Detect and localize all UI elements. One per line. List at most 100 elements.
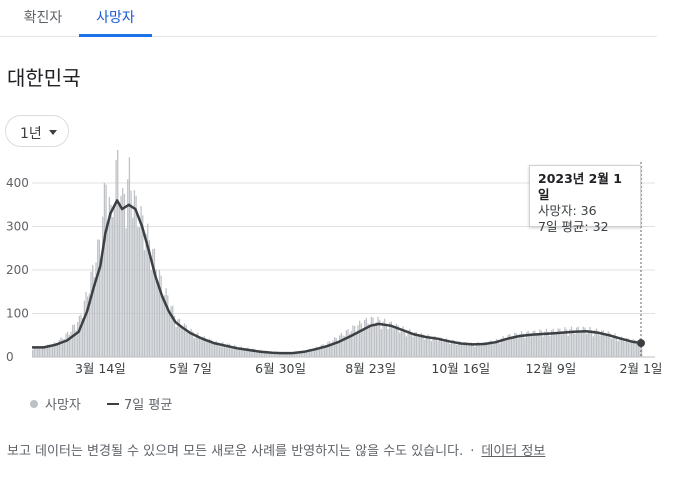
death-bar bbox=[238, 347, 241, 357]
death-bar bbox=[72, 324, 74, 357]
death-bar bbox=[434, 335, 436, 357]
death-bar bbox=[293, 353, 296, 357]
death-bar bbox=[265, 350, 267, 357]
deaths-chart[interactable]: 0 100 200 300 400 3월 14일 5월 7일 6월 30일 8월 23일 10월… bbox=[0, 150, 685, 385]
death-bar bbox=[559, 328, 561, 357]
death-bar bbox=[103, 182, 106, 357]
y-axis-labels: 0 100 200 300 400 bbox=[6, 176, 29, 364]
death-bar bbox=[457, 341, 459, 357]
death-bar bbox=[624, 341, 626, 357]
death-bar bbox=[487, 343, 489, 357]
death-bar bbox=[178, 318, 181, 357]
death-bar bbox=[247, 347, 249, 357]
death-bar bbox=[73, 324, 75, 357]
death-bar bbox=[435, 339, 438, 357]
death-bar bbox=[334, 337, 336, 357]
death-bar bbox=[462, 344, 464, 357]
death-bar bbox=[175, 326, 177, 357]
death-bar bbox=[78, 315, 80, 357]
death-bar bbox=[395, 323, 397, 357]
death-bar bbox=[500, 338, 503, 357]
death-bar bbox=[255, 350, 257, 357]
death-bar bbox=[328, 341, 331, 357]
death-bar bbox=[248, 349, 251, 357]
death-bar bbox=[404, 329, 406, 357]
death-bar bbox=[288, 353, 291, 357]
tab-confirmed[interactable]: 확진자 bbox=[8, 0, 78, 36]
daily-deaths-bars bbox=[32, 150, 643, 357]
death-bar bbox=[322, 344, 324, 357]
death-bar bbox=[337, 341, 339, 357]
death-bar bbox=[345, 330, 347, 357]
death-bar bbox=[430, 341, 433, 357]
x-tick-label: 10월 16일 bbox=[431, 361, 490, 376]
death-bar bbox=[35, 346, 37, 357]
disclaimer-text: 보고 데이터는 변경될 수 있으며 모든 새로운 사례를 반영하지는 않을 수도… bbox=[7, 444, 464, 459]
death-bar bbox=[507, 334, 509, 357]
death-bar bbox=[419, 336, 421, 357]
caret-down-icon bbox=[49, 130, 57, 135]
death-bar bbox=[52, 344, 54, 357]
tab-deaths-label: 사망자 bbox=[96, 10, 135, 26]
death-bar bbox=[429, 336, 431, 357]
death-bar bbox=[125, 228, 127, 357]
death-bar bbox=[75, 330, 77, 357]
x-axis-labels: 3월 14일 5월 7일 6월 30일 8월 23일 10월 16일 12월 9일 2월 1… bbox=[75, 361, 662, 376]
death-bar bbox=[439, 337, 441, 357]
death-bar bbox=[475, 343, 478, 357]
x-tick-label: 5월 7일 bbox=[169, 361, 212, 376]
death-bar bbox=[112, 217, 114, 357]
death-bar bbox=[384, 318, 386, 357]
death-bar bbox=[562, 331, 564, 357]
death-bar bbox=[414, 332, 416, 357]
death-bar bbox=[335, 338, 337, 357]
death-bar bbox=[245, 347, 247, 357]
death-bar bbox=[497, 339, 499, 357]
death-bar bbox=[118, 204, 121, 357]
death-bar bbox=[519, 334, 521, 357]
death-bar bbox=[193, 338, 196, 357]
death-bar bbox=[442, 341, 444, 357]
death-bar bbox=[262, 352, 264, 357]
death-bar bbox=[252, 348, 254, 357]
death-bar bbox=[117, 150, 119, 357]
death-bar bbox=[524, 338, 526, 357]
death-bar bbox=[215, 340, 217, 357]
death-bar bbox=[625, 338, 628, 357]
death-bar bbox=[232, 346, 234, 357]
death-bar bbox=[57, 344, 59, 357]
death-bar bbox=[454, 341, 456, 357]
death-bar bbox=[590, 329, 593, 357]
death-bar bbox=[340, 332, 342, 357]
death-bar bbox=[235, 345, 237, 357]
death-bar bbox=[549, 336, 551, 357]
death-bar bbox=[447, 339, 449, 357]
death-bar bbox=[427, 334, 429, 357]
y-tick-label: 100 bbox=[6, 307, 29, 321]
death-bar bbox=[200, 340, 202, 357]
death-bar bbox=[197, 332, 199, 357]
death-bar bbox=[87, 296, 89, 357]
death-bar bbox=[609, 332, 611, 357]
death-bar bbox=[38, 348, 40, 357]
death-bar bbox=[440, 337, 443, 357]
death-bar bbox=[53, 342, 55, 357]
death-bar bbox=[617, 341, 619, 357]
death-bar bbox=[575, 327, 578, 357]
time-range-label: 1년 bbox=[20, 126, 42, 142]
tab-deaths[interactable]: 사망자 bbox=[79, 0, 152, 37]
death-bar bbox=[113, 206, 116, 357]
death-bar bbox=[223, 344, 226, 357]
death-bar bbox=[127, 179, 129, 357]
death-bar bbox=[479, 343, 481, 357]
death-bar bbox=[237, 348, 239, 357]
death-bar bbox=[382, 321, 384, 357]
death-bar bbox=[517, 338, 519, 357]
death-bar bbox=[360, 323, 362, 357]
data-info-link[interactable]: 데이터 정보 bbox=[481, 444, 546, 459]
death-bar bbox=[610, 338, 613, 357]
time-range-dropdown[interactable]: 1년 bbox=[5, 115, 69, 147]
death-bar bbox=[482, 342, 484, 357]
death-bar bbox=[415, 332, 418, 357]
death-bar bbox=[600, 330, 603, 357]
